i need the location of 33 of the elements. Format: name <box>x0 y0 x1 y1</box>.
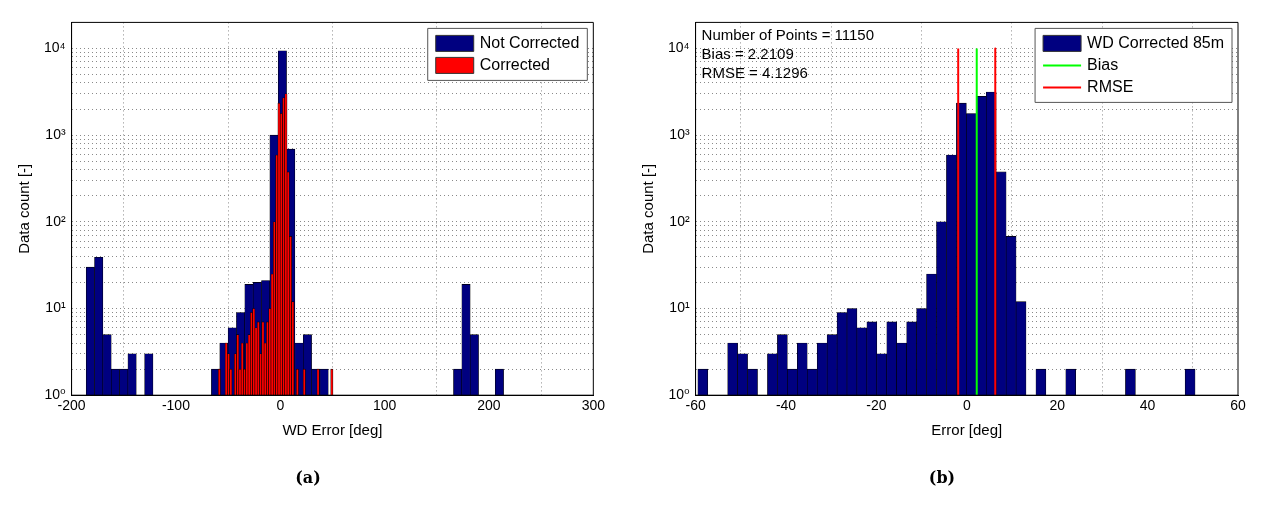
annotation: Bias = 2.2109 <box>701 45 794 63</box>
x-tick-label: 300 <box>581 397 606 414</box>
x-tick-label: 100 <box>372 397 397 414</box>
x-tick-label: 40 <box>1139 397 1156 414</box>
x-tick-label: -20 <box>866 397 887 414</box>
y-tick-label: 10⁴ <box>667 39 690 56</box>
x-tick-label: 0 <box>962 397 971 414</box>
y-tick-label: 10² <box>45 212 66 229</box>
x-tick-label: 60 <box>1230 397 1246 414</box>
legend-label: WD Corrected 85m <box>1087 33 1224 51</box>
annotation: RMSE = 4.1296 <box>701 64 808 82</box>
y-tick-label: 10³ <box>669 126 690 143</box>
y-axis-title: Data count [-] <box>15 163 33 254</box>
legend-label: Bias <box>1087 55 1119 73</box>
annotation: Number of Points = 11150 <box>701 26 875 44</box>
x-tick-label: 200 <box>477 397 501 414</box>
x-axis-title: Error [deg] <box>931 421 1003 439</box>
legend-label: Not Corrected <box>479 33 580 51</box>
x-tick-label: -40 <box>775 397 797 414</box>
x-tick-label: 0 <box>276 397 285 414</box>
x-axis-title: WD Error [deg] <box>282 421 383 439</box>
y-tick-label: 10¹ <box>45 299 66 316</box>
y-tick-label: 10² <box>669 212 690 229</box>
legend-label: Corrected <box>479 55 550 73</box>
y-tick-label: 10⁴ <box>43 39 66 56</box>
x-tick-label: 20 <box>1049 397 1066 414</box>
y-tick-label: 10³ <box>45 126 66 143</box>
text: (b) <box>927 468 957 487</box>
y-axis-title: Data count [-] <box>639 163 657 254</box>
x-tick-label: -100 <box>161 397 191 414</box>
legend-label: RMSE <box>1087 77 1134 95</box>
text: (a) <box>294 468 322 487</box>
y-tick-label: 10¹ <box>669 299 690 316</box>
